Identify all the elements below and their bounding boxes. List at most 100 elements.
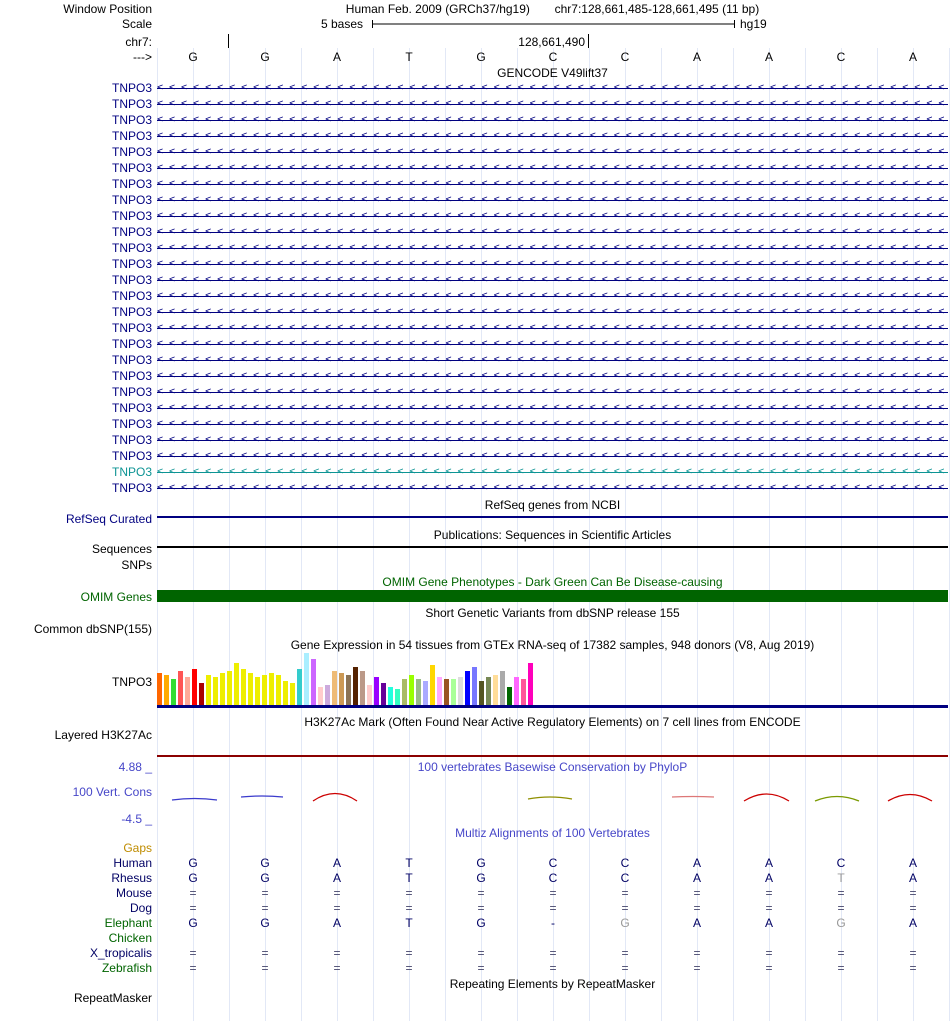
gencode-transcript[interactable]: <<<<<<<<<<<<<<<<<<<<<<<<<<<<<<<<<<<<<<<<… [157,242,948,254]
gencode-transcript-label[interactable]: TNPO3 [111,81,152,95]
alignment-cell: A [764,856,773,870]
gencode-transcript[interactable]: <<<<<<<<<<<<<<<<<<<<<<<<<<<<<<<<<<<<<<<<… [157,482,948,494]
sequences-feature-line[interactable] [157,546,948,548]
gencode-transcript[interactable]: <<<<<<<<<<<<<<<<<<<<<<<<<<<<<<<<<<<<<<<<… [157,210,948,222]
multiz-species-label[interactable]: Mouse [115,886,152,900]
gencode-transcript-label[interactable]: TNPO3 [111,465,152,479]
refseq-gene-line[interactable] [157,516,948,518]
guideline [805,48,806,1021]
gencode-transcript-label[interactable]: TNPO3 [111,321,152,335]
gencode-transcript[interactable]: <<<<<<<<<<<<<<<<<<<<<<<<<<<<<<<<<<<<<<<<… [157,354,948,366]
h3k27ac-baseline[interactable] [157,755,948,757]
alignment-cell: = [261,961,269,975]
gencode-transcript-label[interactable]: TNPO3 [111,385,152,399]
gencode-transcript[interactable]: <<<<<<<<<<<<<<<<<<<<<<<<<<<<<<<<<<<<<<<<… [157,98,948,110]
gencode-transcript[interactable]: <<<<<<<<<<<<<<<<<<<<<<<<<<<<<<<<<<<<<<<<… [157,130,948,142]
gencode-transcript-label[interactable]: TNPO3 [111,289,152,303]
gencode-transcript[interactable]: <<<<<<<<<<<<<<<<<<<<<<<<<<<<<<<<<<<<<<<<… [157,258,948,270]
guideline [301,48,302,1021]
gencode-transcript[interactable]: <<<<<<<<<<<<<<<<<<<<<<<<<<<<<<<<<<<<<<<<… [157,146,948,158]
dbsnp-track-label[interactable]: Common dbSNP(155) [33,622,152,636]
transcript-line [157,136,948,137]
gencode-transcript[interactable]: <<<<<<<<<<<<<<<<<<<<<<<<<<<<<<<<<<<<<<<<… [157,178,948,190]
multiz-species-label[interactable]: Dog [129,901,152,915]
gencode-transcript-label[interactable]: TNPO3 [111,369,152,383]
gencode-transcript-label[interactable]: TNPO3 [111,417,152,431]
gencode-transcript[interactable]: <<<<<<<<<<<<<<<<<<<<<<<<<<<<<<<<<<<<<<<<… [157,226,948,238]
alignment-cell: G [260,871,270,885]
alignment-cell: T [837,871,845,885]
gtex-bar [465,671,470,705]
transcript-line [157,280,948,281]
gencode-transcript-label[interactable]: TNPO3 [111,129,152,143]
alignment-cell: = [333,886,341,900]
h3k27ac-track-label[interactable]: Layered H3K27Ac [54,728,152,742]
multiz-species-label[interactable]: Zebrafish [101,961,152,975]
multiz-species-label[interactable]: Rhesus [111,871,152,885]
gencode-transcript-label[interactable]: TNPO3 [111,449,152,463]
gencode-transcript[interactable]: <<<<<<<<<<<<<<<<<<<<<<<<<<<<<<<<<<<<<<<<… [157,114,948,126]
gencode-transcript-label[interactable]: TNPO3 [111,401,152,415]
alignment-cell: = [477,886,485,900]
gencode-transcript[interactable]: <<<<<<<<<<<<<<<<<<<<<<<<<<<<<<<<<<<<<<<<… [157,450,948,462]
omim-track-label[interactable]: OMIM Genes [80,590,152,604]
alignment-cell: A [908,871,917,885]
gencode-transcript[interactable]: <<<<<<<<<<<<<<<<<<<<<<<<<<<<<<<<<<<<<<<<… [157,418,948,430]
gencode-transcript-label[interactable]: TNPO3 [111,305,152,319]
gencode-transcript[interactable]: <<<<<<<<<<<<<<<<<<<<<<<<<<<<<<<<<<<<<<<<… [157,194,948,206]
scale-bar [372,20,735,28]
alignment-cell: C [548,856,558,870]
gencode-transcript-label[interactable]: TNPO3 [111,353,152,367]
gencode-transcript-label[interactable]: TNPO3 [111,97,152,111]
gencode-transcript[interactable]: <<<<<<<<<<<<<<<<<<<<<<<<<<<<<<<<<<<<<<<<… [157,338,948,350]
gencode-transcript[interactable]: <<<<<<<<<<<<<<<<<<<<<<<<<<<<<<<<<<<<<<<<… [157,386,948,398]
gencode-transcript[interactable]: <<<<<<<<<<<<<<<<<<<<<<<<<<<<<<<<<<<<<<<<… [157,82,948,94]
gtex-bar [206,675,211,705]
gencode-transcript-label[interactable]: TNPO3 [111,273,152,287]
multiz-species-label[interactable]: Elephant [104,916,152,930]
multiz-species-label[interactable]: Gaps [123,841,152,855]
gencode-transcript[interactable]: <<<<<<<<<<<<<<<<<<<<<<<<<<<<<<<<<<<<<<<<… [157,402,948,414]
base-letter: C [836,50,846,64]
gencode-transcript-label[interactable]: TNPO3 [111,209,152,223]
repeatmasker-track-label[interactable]: RepeatMasker [73,991,152,1005]
gtex-gene-label[interactable]: TNPO3 [111,675,152,689]
gencode-transcript-label[interactable]: TNPO3 [111,257,152,271]
gencode-transcript[interactable]: <<<<<<<<<<<<<<<<<<<<<<<<<<<<<<<<<<<<<<<<… [157,370,948,382]
gencode-transcript-label[interactable]: TNPO3 [111,337,152,351]
gencode-transcript[interactable]: <<<<<<<<<<<<<<<<<<<<<<<<<<<<<<<<<<<<<<<<… [157,274,948,286]
strand-arrows: <<<<<<<<<<<<<<<<<<<<<<<<<<<<<<<<<<<<<<<<… [157,194,948,205]
gencode-transcript-label[interactable]: TNPO3 [111,113,152,127]
multiz-species-label[interactable]: X_tropicalis [89,946,152,960]
conservation-track-label[interactable]: 100 Vert. Cons [72,785,152,799]
refseq-track-label[interactable]: RefSeq Curated [65,512,152,526]
gencode-transcript-label[interactable]: TNPO3 [111,241,152,255]
header-position-title: Human Feb. 2009 (GRCh37/hg19) chr7:128,6… [157,2,948,16]
gencode-transcript-label[interactable]: TNPO3 [111,193,152,207]
gencode-transcript-label[interactable]: TNPO3 [111,161,152,175]
omim-gene-bar[interactable] [157,590,948,602]
gencode-transcript[interactable]: <<<<<<<<<<<<<<<<<<<<<<<<<<<<<<<<<<<<<<<<… [157,434,948,446]
multiz-species-label[interactable]: Chicken [108,931,152,945]
gtex-barchart[interactable] [157,648,948,705]
gtex-track-title: Gene Expression in 54 tissues from GTEx … [290,638,815,652]
gencode-transcript[interactable]: <<<<<<<<<<<<<<<<<<<<<<<<<<<<<<<<<<<<<<<<… [157,306,948,318]
gtex-bar [227,671,232,705]
multiz-species-label[interactable]: Human [113,856,152,870]
gencode-transcript[interactable]: <<<<<<<<<<<<<<<<<<<<<<<<<<<<<<<<<<<<<<<<… [157,466,948,478]
gtex-bar [493,675,498,705]
alignment-cell: = [837,961,845,975]
gencode-transcript-label[interactable]: TNPO3 [111,225,152,239]
gencode-transcript-label[interactable]: TNPO3 [111,177,152,191]
gencode-transcript[interactable]: <<<<<<<<<<<<<<<<<<<<<<<<<<<<<<<<<<<<<<<<… [157,322,948,334]
strand-arrows: <<<<<<<<<<<<<<<<<<<<<<<<<<<<<<<<<<<<<<<<… [157,322,948,333]
gencode-transcript[interactable]: <<<<<<<<<<<<<<<<<<<<<<<<<<<<<<<<<<<<<<<<… [157,290,948,302]
gtex-bar [332,671,337,705]
base-letter: G [188,50,198,64]
gencode-transcript-label[interactable]: TNPO3 [111,433,152,447]
gencode-transcript[interactable]: <<<<<<<<<<<<<<<<<<<<<<<<<<<<<<<<<<<<<<<<… [157,162,948,174]
gencode-transcript-label[interactable]: TNPO3 [111,145,152,159]
sequences-track-label[interactable]: Sequences [91,542,152,556]
gencode-transcript-label[interactable]: TNPO3 [111,481,152,495]
snps-track-label[interactable]: SNPs [121,558,152,572]
